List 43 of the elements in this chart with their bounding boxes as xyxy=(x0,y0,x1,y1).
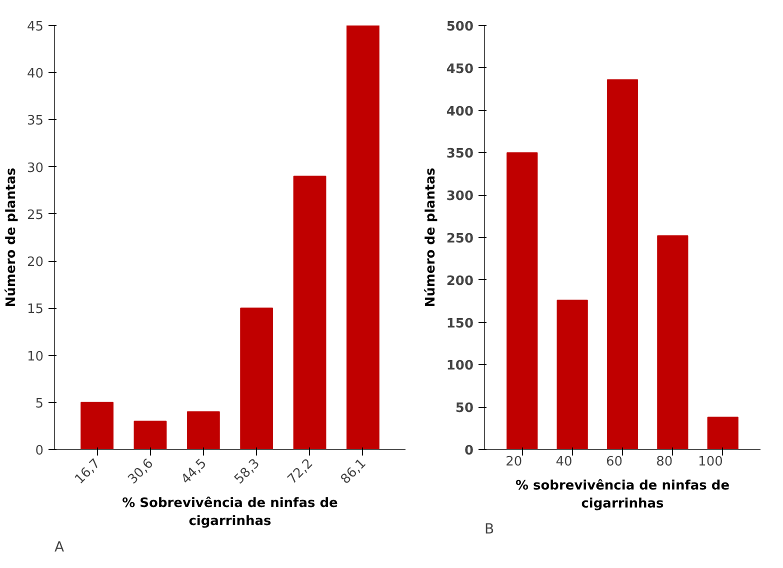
bar xyxy=(134,420,167,450)
bar xyxy=(606,79,638,450)
y-tick-label: 250 xyxy=(446,232,474,246)
bar xyxy=(657,235,688,450)
bar xyxy=(707,416,738,450)
y-tick-label: 25 xyxy=(26,208,44,223)
y-tick-label: 350 xyxy=(446,146,474,162)
y-tick-label: 0 xyxy=(35,444,44,458)
bar xyxy=(240,308,274,450)
x-tick-label: 40 xyxy=(556,454,572,470)
bar xyxy=(346,26,380,450)
y-axis-title: Número de plantas xyxy=(423,167,438,308)
y-tick-label: 40 xyxy=(26,66,44,82)
y-tick-label: 15 xyxy=(26,302,44,318)
y-tick-label: 10 xyxy=(26,349,44,364)
y-tick-label: 5 xyxy=(35,396,44,412)
bar xyxy=(80,402,114,450)
x-tick-label: 60 xyxy=(606,454,623,470)
y-tick-label: 45 xyxy=(26,20,44,34)
y-tick-label: 0 xyxy=(464,444,474,458)
x-tick-label: 80 xyxy=(656,454,673,470)
y-tick-label: 50 xyxy=(455,401,474,416)
text: A xyxy=(54,540,64,556)
bar xyxy=(293,176,326,450)
bar xyxy=(556,300,588,450)
y-axis-title: Número de plantas xyxy=(4,167,19,308)
bar xyxy=(506,152,538,450)
y-tick-label: 150 xyxy=(446,316,474,332)
y-tick-label: 500 xyxy=(446,20,474,34)
text: B xyxy=(484,522,494,538)
y-tick-label: 20 xyxy=(26,255,44,270)
x-axis-title: % sobrevivência de ninfas de cigarrinhas xyxy=(515,478,730,512)
x-tick-label: 100 xyxy=(698,454,723,470)
y-tick-label: 300 xyxy=(446,189,474,204)
y-tick-label: 200 xyxy=(446,274,474,289)
y-tick-label: 450 xyxy=(446,62,474,77)
y-tick-label: 35 xyxy=(26,114,44,129)
y-tick-label: 100 xyxy=(446,358,474,374)
y-tick-label: 400 xyxy=(446,104,474,120)
y-tick-label: 30 xyxy=(26,160,44,176)
x-axis-title: % Sobrevivência de ninfas de cigarrinhas xyxy=(122,496,338,530)
x-tick-label: 20 xyxy=(506,454,522,470)
bar xyxy=(186,411,220,450)
